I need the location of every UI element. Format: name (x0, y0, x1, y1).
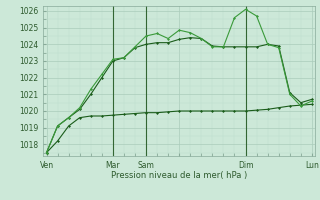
X-axis label: Pression niveau de la mer( hPa ): Pression niveau de la mer( hPa ) (111, 171, 247, 180)
